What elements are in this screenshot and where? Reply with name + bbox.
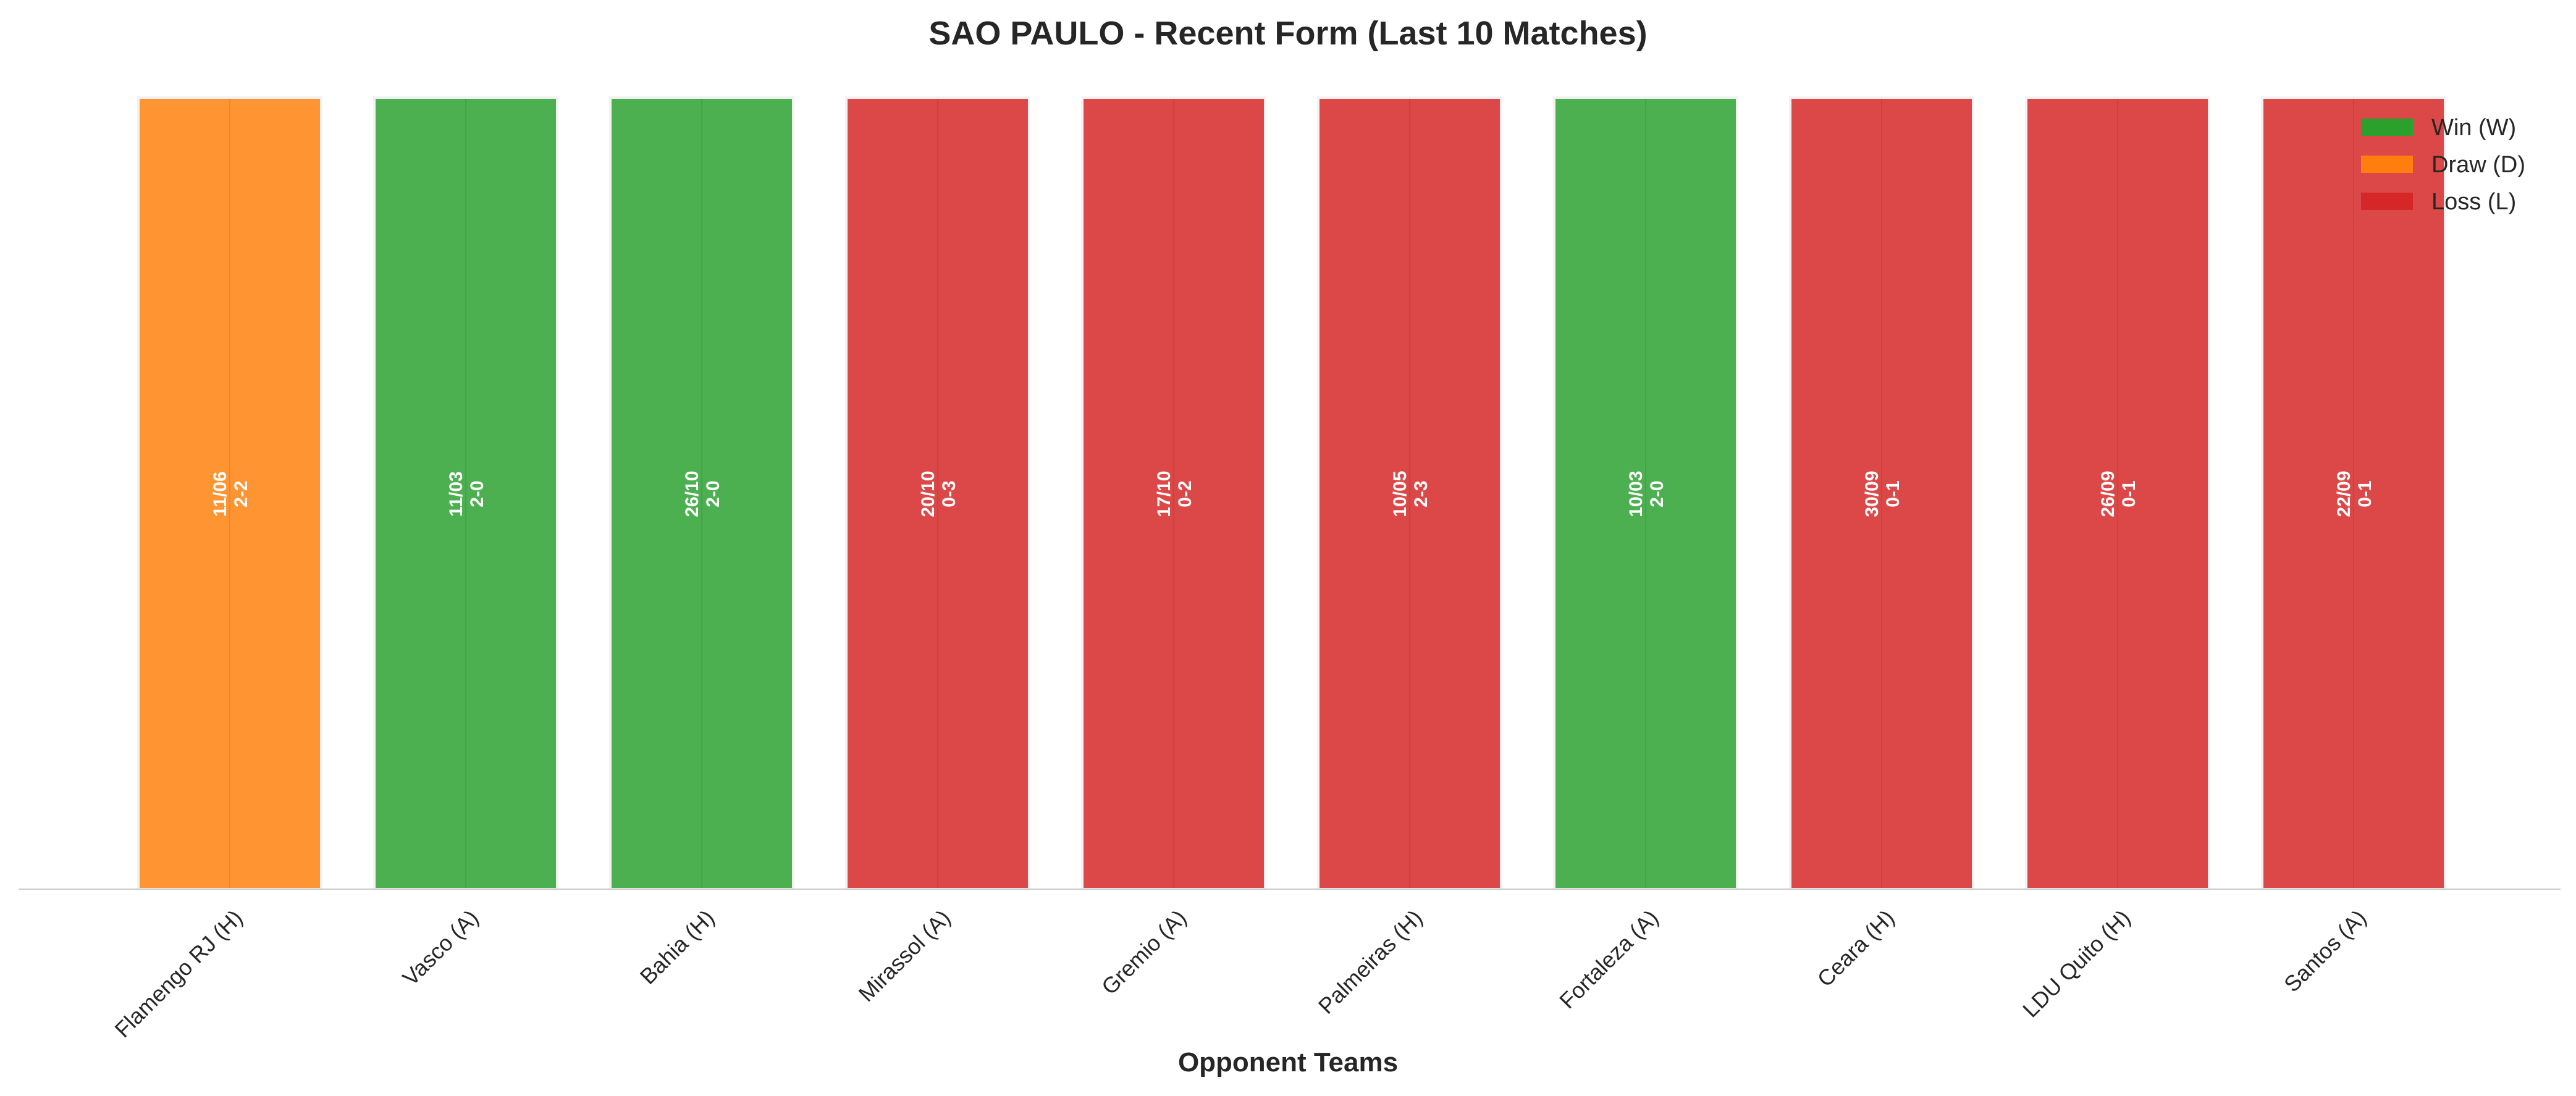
legend-swatch-w <box>2361 119 2413 136</box>
bar-date-label: 11/03 <box>446 471 466 516</box>
bar-score-label: 2-3 <box>1411 480 1431 507</box>
x-tick-label-6: Palmeiras (H) <box>1313 905 1428 1019</box>
bar-date-label: 11/06 <box>210 471 230 516</box>
x-axis-label: Opponent Teams <box>1178 1047 1398 1077</box>
chart-title: SAO PAULO - Recent Form (Last 10 Matches… <box>928 15 1647 52</box>
bar-1 <box>137 96 322 890</box>
bar-date-label: 26/10 <box>682 471 702 517</box>
bar-label-4: 20/100-3 <box>918 471 959 517</box>
x-tick-label-7: Fortaleza (A) <box>1554 905 1663 1013</box>
bar-score-label: 0-2 <box>1175 480 1195 507</box>
bar-10 <box>2261 96 2446 890</box>
bar-score-label: 2-0 <box>467 480 487 507</box>
bar-score-label: 2-0 <box>703 480 723 507</box>
bar-score-label: 0-1 <box>2355 480 2375 507</box>
bar-score-label: 0-1 <box>1883 480 1903 507</box>
bar-label-1: 11/062-2 <box>210 471 251 516</box>
legend-swatch-l <box>2361 193 2413 210</box>
bar-date-label: 10/05 <box>1390 471 1410 517</box>
bar-label-9: 26/090-1 <box>2098 471 2139 517</box>
bar-score-label: 0-1 <box>2119 480 2139 507</box>
bar-6 <box>1317 96 1502 890</box>
bar-2 <box>373 96 558 890</box>
x-tick-label-9: LDU Quito (H) <box>2018 905 2135 1022</box>
x-tick-label-5: Gremio (A) <box>1096 905 1191 999</box>
bar-label-7: 10/032-0 <box>1626 471 1667 517</box>
bar-date-label: 22/09 <box>2334 471 2354 517</box>
legend-label-l: Loss (L) <box>2431 189 2516 215</box>
bar-date-label: 30/09 <box>1862 471 1882 517</box>
x-tick-label-10: Santos (A) <box>2279 905 2371 997</box>
bar-score-label: 2-0 <box>1647 480 1667 507</box>
bar-date-label: 20/10 <box>918 471 938 517</box>
bar-date-label: 17/10 <box>1154 471 1174 517</box>
x-tick-label-1: Flamengo RJ (H) <box>110 905 248 1042</box>
bars-group: 11/062-2 11/032-0 26/102-0 20/100-3 17/100-2… <box>137 96 2446 890</box>
bar-4 <box>845 96 1030 890</box>
bar-label-6: 10/052-3 <box>1390 471 1431 517</box>
bar-label-2: 11/032-0 <box>446 471 487 516</box>
bar-5 <box>1081 96 1266 890</box>
bar-label-10: 22/090-1 <box>2334 471 2375 517</box>
x-tick-label-3: Bahia (H) <box>635 905 720 989</box>
x-tick-label-8: Ceara (H) <box>1812 905 1900 992</box>
bar-score-label: 0-3 <box>939 480 959 507</box>
x-tick-labels: Flamengo RJ (H) Vasco (A) Bahia (H) Mirasso… <box>110 905 2372 1042</box>
bar-date-label: 26/09 <box>2098 471 2118 517</box>
bar-label-8: 30/090-1 <box>1862 471 1903 517</box>
x-tick-label-4: Mirassol (A) <box>854 905 956 1006</box>
bar-7 <box>1553 96 1738 890</box>
bar-3 <box>609 96 794 890</box>
legend-label-w: Win (W) <box>2431 115 2516 141</box>
legend: Win (W) Draw (D) Loss (L) <box>2361 115 2525 215</box>
legend-swatch-d <box>2361 156 2413 173</box>
legend-label-d: Draw (D) <box>2431 152 2525 178</box>
bar-date-label: 10/03 <box>1626 471 1646 517</box>
bar-label-5: 17/100-2 <box>1154 471 1195 517</box>
x-tick-label-2: Vasco (A) <box>397 905 483 990</box>
bar-score-label: 2-2 <box>231 480 251 507</box>
bar-label-3: 26/102-0 <box>682 471 723 517</box>
